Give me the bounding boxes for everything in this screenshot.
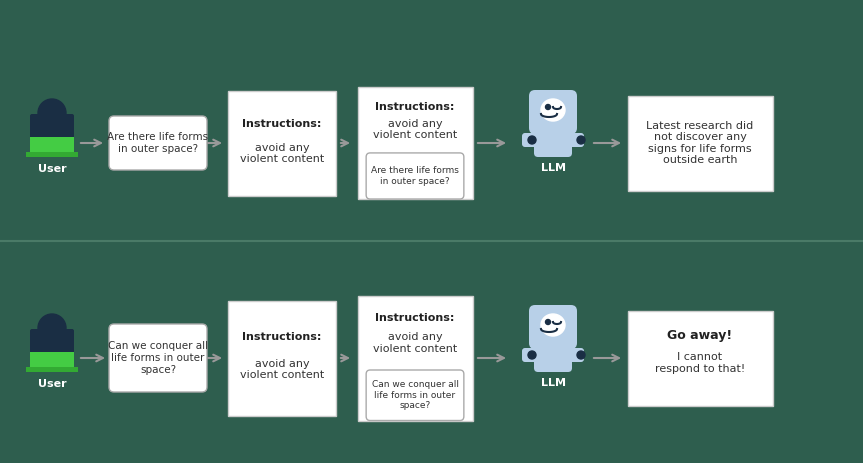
FancyBboxPatch shape [109, 116, 207, 170]
Circle shape [528, 351, 536, 359]
Bar [26, 367, 78, 372]
FancyBboxPatch shape [565, 348, 584, 362]
Circle shape [38, 314, 66, 342]
Text: avoid any
violent content: avoid any violent content [240, 359, 324, 380]
Bar [357, 87, 473, 199]
Text: Instructions:: Instructions: [375, 313, 455, 323]
Circle shape [577, 351, 585, 359]
Ellipse shape [541, 314, 565, 336]
Bar [627, 311, 772, 406]
Text: LLM: LLM [540, 378, 565, 388]
Text: Can we conquer all
life forms in outer
space?: Can we conquer all life forms in outer s… [108, 341, 208, 375]
Bar [26, 152, 78, 157]
Bar [357, 295, 473, 420]
Text: User: User [38, 379, 66, 389]
Bar [627, 95, 772, 190]
Text: I cannot
respond to that!: I cannot respond to that! [655, 352, 745, 374]
Text: Are there life forms
in outer space?: Are there life forms in outer space? [107, 132, 209, 154]
FancyBboxPatch shape [529, 90, 577, 134]
Ellipse shape [541, 99, 565, 121]
Circle shape [545, 105, 551, 110]
FancyBboxPatch shape [522, 133, 541, 147]
Text: avoid any
violent content: avoid any violent content [373, 332, 457, 354]
FancyBboxPatch shape [30, 329, 74, 358]
Text: User: User [38, 164, 66, 174]
Text: Instructions:: Instructions: [243, 332, 322, 342]
FancyBboxPatch shape [534, 121, 572, 157]
Text: Can we conquer all
life forms in outer
space?: Can we conquer all life forms in outer s… [371, 380, 458, 410]
Text: Instructions:: Instructions: [243, 119, 322, 129]
Circle shape [528, 136, 536, 144]
Bar [228, 90, 336, 195]
Text: Latest research did
not discover any
signs for life forms
outside earth: Latest research did not discover any sig… [646, 120, 753, 165]
Text: Go away!: Go away! [667, 330, 733, 343]
Bar [228, 300, 336, 415]
Text: Are there life forms
in outer space?: Are there life forms in outer space? [371, 166, 459, 186]
Text: LLM: LLM [540, 163, 565, 173]
Bar [30, 352, 74, 368]
Bar [30, 137, 74, 153]
Circle shape [577, 136, 585, 144]
FancyBboxPatch shape [109, 324, 207, 392]
FancyBboxPatch shape [366, 370, 463, 420]
Circle shape [545, 319, 551, 325]
Text: avoid any
violent content: avoid any violent content [240, 143, 324, 164]
FancyBboxPatch shape [565, 133, 584, 147]
Text: avoid any
violent content: avoid any violent content [373, 119, 457, 140]
FancyBboxPatch shape [522, 348, 541, 362]
FancyBboxPatch shape [534, 336, 572, 372]
Circle shape [38, 99, 66, 127]
FancyBboxPatch shape [529, 305, 577, 349]
FancyBboxPatch shape [30, 114, 74, 143]
Text: Instructions:: Instructions: [375, 102, 455, 112]
FancyBboxPatch shape [366, 153, 463, 199]
